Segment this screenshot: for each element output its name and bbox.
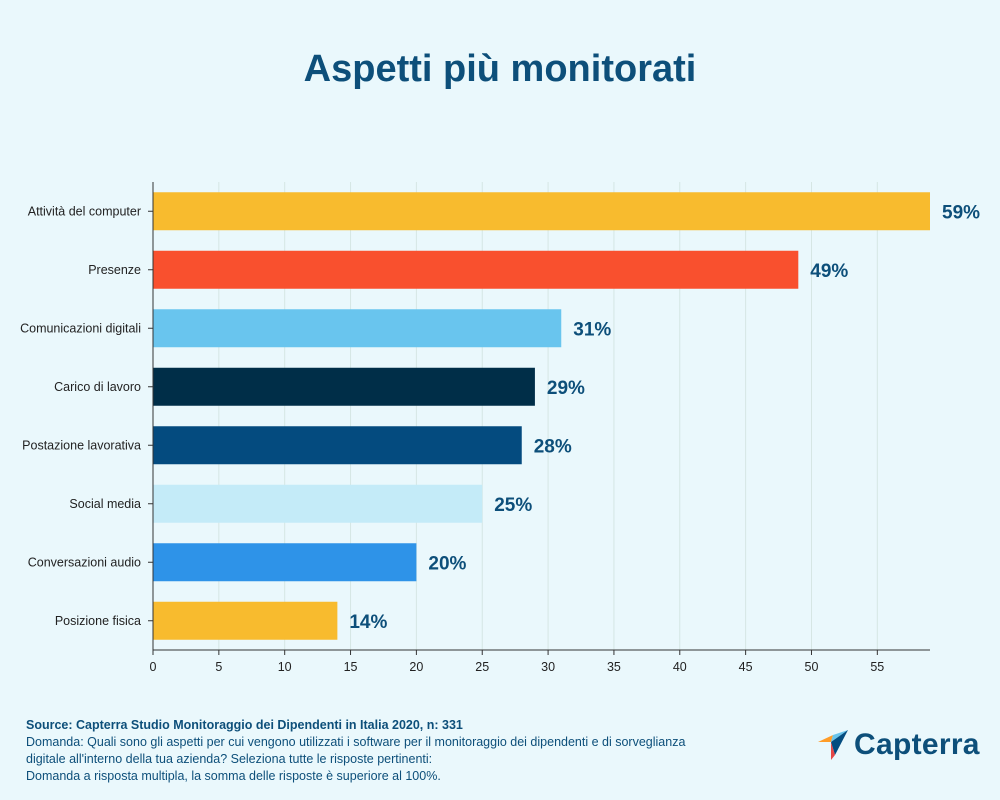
question-line-2: digitale all'interno della tua azienda? … bbox=[26, 752, 433, 766]
x-tick-label: 45 bbox=[739, 660, 753, 674]
bar bbox=[153, 192, 930, 231]
capterra-logo: Capterra bbox=[818, 728, 980, 762]
category-label: Comunicazioni digitali bbox=[20, 321, 141, 335]
value-label: 20% bbox=[428, 553, 466, 574]
category-label: Posizione fisica bbox=[55, 614, 141, 628]
x-tick-label: 25 bbox=[475, 660, 489, 674]
value-label: 49% bbox=[810, 261, 848, 282]
category-label: Attività del computer bbox=[28, 204, 141, 218]
value-label: 59% bbox=[942, 202, 980, 223]
x-tick-label: 15 bbox=[344, 660, 358, 674]
x-tick-label: 35 bbox=[607, 660, 621, 674]
bar bbox=[153, 601, 338, 640]
chart-title: Aspetti più monitorati bbox=[303, 48, 697, 90]
value-label: 29% bbox=[547, 378, 585, 399]
category-label: Postazione lavorativa bbox=[22, 438, 141, 452]
bar bbox=[153, 543, 417, 582]
bar-chart: Attività del computer 59% Presenze 49% Comun… bbox=[20, 182, 980, 674]
bar bbox=[153, 367, 535, 406]
capterra-arrow-icon bbox=[818, 730, 848, 760]
source-text: Source: Capterra Studio Monitoraggio dei… bbox=[26, 718, 463, 732]
category-label: Carico di lavoro bbox=[54, 380, 141, 394]
bar bbox=[153, 309, 562, 348]
x-tick-label: 0 bbox=[150, 660, 157, 674]
note-text: Domanda a risposta multipla, la somma de… bbox=[26, 769, 441, 783]
x-tick-label: 30 bbox=[541, 660, 555, 674]
x-tick-label: 40 bbox=[673, 660, 687, 674]
x-tick-label: 5 bbox=[215, 660, 222, 674]
value-label: 14% bbox=[349, 612, 387, 633]
bar bbox=[153, 484, 483, 523]
capterra-logo-text: Capterra bbox=[854, 728, 980, 761]
x-tick-label: 10 bbox=[278, 660, 292, 674]
x-tick-label: 50 bbox=[805, 660, 819, 674]
x-tick-label: 55 bbox=[870, 660, 884, 674]
x-tick-label: 20 bbox=[409, 660, 423, 674]
category-label: Conversazioni audio bbox=[28, 555, 141, 569]
category-label: Presenze bbox=[88, 263, 141, 277]
bar bbox=[153, 250, 799, 289]
value-label: 28% bbox=[534, 436, 572, 457]
bar bbox=[153, 426, 522, 465]
question-line-1: Domanda: Quali sono gli aspetti per cui … bbox=[26, 735, 686, 749]
value-label: 25% bbox=[494, 495, 532, 516]
footer: Source: Capterra Studio Monitoraggio dei… bbox=[26, 717, 786, 785]
value-label: 31% bbox=[573, 319, 611, 340]
category-label: Social media bbox=[69, 497, 141, 511]
